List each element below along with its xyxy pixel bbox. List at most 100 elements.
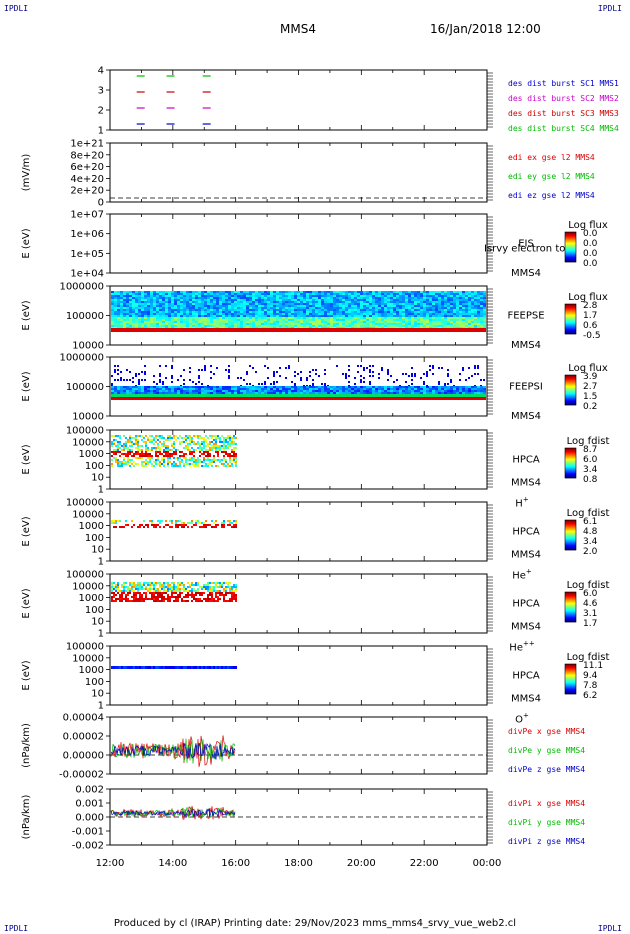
- spectrogram-cell: [348, 386, 351, 388]
- spectrogram-cell: [165, 319, 168, 321]
- spectrogram-cell: [336, 293, 339, 295]
- spectrogram-cell: [333, 328, 336, 332]
- spectrogram-cell: [381, 394, 384, 397]
- spectrogram-cell: [471, 315, 474, 317]
- spectrogram-cell: [363, 397, 366, 400]
- spectrogram-cell: [261, 388, 264, 390]
- panel-frame: [109, 142, 488, 203]
- spectrogram-cell: [468, 388, 471, 390]
- spectrogram-cell: [234, 299, 237, 301]
- spectrogram-cell: [435, 307, 438, 309]
- spectrogram-cell: [408, 291, 411, 293]
- spectrogram-cell: [462, 367, 464, 369]
- spectrogram-cell: [435, 394, 438, 397]
- spectrogram-cell: [114, 317, 117, 319]
- spectrogram-cell: [249, 323, 252, 325]
- spectrogram-cell: [222, 319, 225, 321]
- spectrogram-cell: [351, 305, 354, 307]
- spectrogram-cell: [120, 297, 123, 299]
- spectrogram-cell: [432, 394, 435, 397]
- spectrogram-cell: [179, 441, 181, 443]
- spectrogram-cell: [279, 293, 282, 295]
- spectrogram-cell: [222, 397, 225, 400]
- spectrogram-cell: [131, 459, 133, 461]
- spectrogram-cell: [261, 301, 264, 303]
- spectrogram-cell: [393, 303, 396, 305]
- spectrogram-cell: [435, 392, 438, 394]
- spectrogram-cell: [156, 383, 158, 385]
- spectrogram-cell: [171, 465, 173, 467]
- spectrogram-cell: [201, 311, 204, 313]
- spectrogram-cell: [471, 386, 474, 388]
- spectrogram-cell: [291, 295, 294, 297]
- spectrogram-cell: [336, 321, 339, 323]
- spectrogram-cell: [285, 392, 288, 394]
- spectrogram-cell: [309, 328, 312, 332]
- spectrogram-cell: [468, 323, 471, 325]
- spectrogram-cell: [249, 386, 252, 388]
- y-tick-label: 0: [98, 198, 104, 209]
- spectrogram-cell: [117, 319, 120, 321]
- spectrogram-cell: [444, 390, 447, 392]
- spectrogram-cell: [375, 325, 378, 327]
- spectrogram-cell: [189, 388, 192, 390]
- colorbar-segment: [565, 321, 576, 323]
- spectrogram-cell: [216, 309, 219, 311]
- spectrogram-cell: [312, 323, 315, 325]
- spectrogram-cell: [429, 323, 432, 325]
- spectrogram-cell: [465, 321, 468, 323]
- spectrogram-cell: [342, 291, 345, 293]
- spectrogram-cell: [207, 315, 210, 317]
- spectrogram-cell: [423, 373, 425, 375]
- spectrogram-cell: [192, 317, 195, 319]
- spectrogram-cell: [426, 311, 429, 313]
- y-tick-label: 10000: [72, 341, 104, 352]
- spectrogram-cell: [201, 303, 204, 305]
- spectrogram-cell: [192, 321, 195, 323]
- y-tick-label: 100000: [66, 642, 104, 653]
- spectrogram-cell: [312, 397, 315, 400]
- spectrogram-cell: [165, 317, 168, 319]
- spectrogram-cell: [216, 297, 219, 299]
- spectrogram-cell: [375, 392, 378, 394]
- spectrogram-cell: [198, 293, 201, 295]
- spectrogram-cell: [441, 313, 444, 315]
- spectrogram-cell: [435, 315, 438, 317]
- spectrogram-cell: [240, 313, 243, 315]
- spectrogram-cell: [264, 383, 266, 385]
- spectrogram-cell: [131, 449, 133, 451]
- spectrogram-cell: [157, 451, 159, 453]
- spectrogram-cell: [423, 305, 426, 307]
- spectrogram-cell: [249, 295, 252, 297]
- colorbar-segment: [565, 304, 576, 306]
- spectrogram-cell: [201, 390, 204, 392]
- spectrogram-cell: [291, 392, 294, 394]
- spectrogram-cell: [252, 311, 255, 313]
- spectrogram-cell: [288, 397, 291, 400]
- spectrogram-cell: [411, 397, 414, 400]
- spectrogram-cell: [201, 295, 204, 297]
- spectrogram-cell: [411, 373, 413, 375]
- spectrogram-cell: [342, 319, 345, 321]
- spectrogram-cell: [225, 369, 227, 371]
- spectrogram-cell: [225, 388, 228, 390]
- spectrogram-cell: [471, 328, 474, 332]
- spectrogram-cell: [186, 317, 189, 319]
- spectrogram-cell: [219, 315, 222, 317]
- spectrogram-cell: [291, 313, 294, 315]
- spectrogram-cell: [147, 461, 149, 463]
- spectrogram-cell: [228, 317, 231, 319]
- spectrogram-cell: [149, 449, 151, 451]
- spectrogram-cell: [321, 303, 324, 305]
- spectrogram-cell: [480, 321, 483, 323]
- spectrogram-cell: [366, 321, 369, 323]
- spectrogram-cell: [186, 323, 189, 325]
- spectrogram-cell: [426, 373, 428, 375]
- spacecraft-label: MMS4: [511, 340, 541, 351]
- spectrogram-cell: [139, 455, 141, 457]
- spectrogram-cell: [168, 307, 171, 309]
- spectrogram-cell: [120, 392, 123, 394]
- colorbar-segment: [565, 594, 576, 596]
- spectrogram-cell: [141, 328, 144, 332]
- spectrogram-cell: [255, 388, 258, 390]
